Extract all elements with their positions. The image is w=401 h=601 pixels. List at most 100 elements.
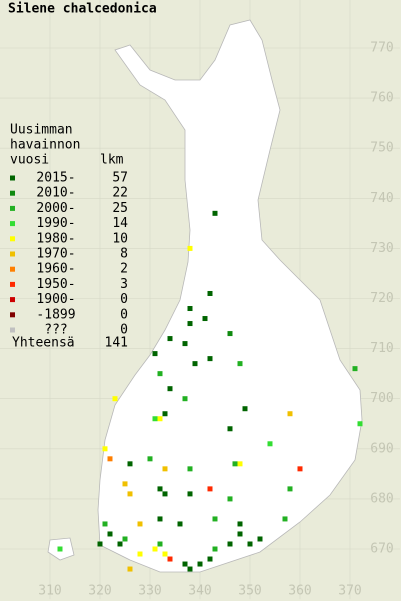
record-square <box>352 366 358 372</box>
record-square <box>122 481 128 487</box>
record-square <box>157 516 163 522</box>
record-square <box>202 316 208 322</box>
record-square <box>237 521 243 527</box>
record-square <box>237 531 243 537</box>
y-tick-label: 690 <box>370 441 393 456</box>
legend-count: 2 <box>120 262 128 277</box>
map-title: Silene chalcedonica <box>8 2 157 17</box>
record-square <box>97 541 103 547</box>
legend-count: 3 <box>120 277 128 292</box>
legend-swatch <box>10 251 15 257</box>
legend-heading: Uusimman <box>10 123 73 138</box>
legend-swatch <box>10 266 15 272</box>
x-tick-label: 330 <box>138 584 161 599</box>
record-square <box>117 541 123 547</box>
x-tick-label: 350 <box>238 584 261 599</box>
record-square <box>282 516 288 522</box>
x-tick-label: 320 <box>88 584 111 599</box>
legend-swatch <box>10 221 15 227</box>
record-square <box>247 541 253 547</box>
y-tick-label: 700 <box>370 391 393 406</box>
legend-count: 25 <box>112 201 128 216</box>
record-square <box>207 356 213 362</box>
legend-label: 2010- <box>36 186 75 201</box>
record-square <box>162 551 168 557</box>
y-tick-label: 770 <box>370 41 393 56</box>
legend-label: 1950- <box>36 277 75 292</box>
record-square <box>157 541 163 547</box>
y-tick-label: 710 <box>370 341 393 356</box>
record-square <box>182 396 188 402</box>
record-square <box>267 441 273 447</box>
legend-label: 2000- <box>36 201 75 216</box>
legend-label: 1960- <box>36 262 75 277</box>
record-square <box>107 456 113 462</box>
record-square <box>157 416 163 422</box>
legend-heading: havainnon <box>10 138 80 153</box>
legend-swatch <box>10 190 15 196</box>
record-square <box>102 521 108 527</box>
record-square <box>177 521 183 527</box>
records <box>57 210 363 572</box>
record-square <box>297 466 303 472</box>
legend-swatch <box>10 297 15 303</box>
y-tick-label: 740 <box>370 191 393 206</box>
record-square <box>127 461 133 467</box>
record-square <box>157 486 163 492</box>
record-square <box>207 556 213 562</box>
record-square <box>207 290 213 296</box>
y-tick-label: 670 <box>370 542 393 557</box>
legend-label: 1900- <box>36 292 75 307</box>
legend-count: 0 <box>120 323 128 338</box>
legend-label: 2015- <box>36 171 75 186</box>
record-square <box>227 426 233 432</box>
record-square <box>167 336 173 342</box>
legend-count: 0 <box>120 292 128 307</box>
record-square <box>167 556 173 562</box>
record-square <box>192 361 198 367</box>
record-square <box>57 546 63 552</box>
record-square <box>197 561 203 567</box>
record-square <box>137 551 143 557</box>
record-square <box>127 491 133 497</box>
record-square <box>227 331 233 337</box>
record-square <box>157 371 163 377</box>
record-square <box>152 351 158 357</box>
legend-count: 0 <box>120 307 128 322</box>
record-square <box>287 411 293 417</box>
record-square <box>137 521 143 527</box>
legend-label: -1899 <box>36 307 75 322</box>
legend-swatch <box>10 312 15 318</box>
record-square <box>102 446 108 452</box>
record-square <box>237 461 243 467</box>
record-square <box>127 566 133 572</box>
record-square <box>147 456 153 462</box>
legend-swatch <box>10 205 15 211</box>
record-square <box>107 531 113 537</box>
record-square <box>227 496 233 502</box>
record-square <box>257 536 263 542</box>
record-square <box>152 546 158 552</box>
record-square <box>167 386 173 392</box>
legend-swatch <box>10 281 15 287</box>
legend-total: 141 <box>105 336 128 351</box>
record-square <box>187 321 193 327</box>
legend-count-heading: lkm <box>100 153 124 168</box>
record-square <box>182 341 188 347</box>
legend-count: 8 <box>120 247 128 262</box>
legend-count: 10 <box>112 231 128 246</box>
legend-count: 22 <box>112 186 128 201</box>
record-square <box>162 411 168 417</box>
record-square <box>187 245 193 251</box>
record-square <box>187 306 193 312</box>
record-square <box>187 466 193 472</box>
record-square <box>162 491 168 497</box>
record-square <box>112 396 118 402</box>
legend-swatch <box>10 236 15 242</box>
legend-label: 1990- <box>36 216 75 231</box>
legend-count: 57 <box>112 171 128 186</box>
record-square <box>242 406 248 412</box>
x-tick-label: 370 <box>338 584 361 599</box>
y-tick-label: 720 <box>370 291 393 306</box>
